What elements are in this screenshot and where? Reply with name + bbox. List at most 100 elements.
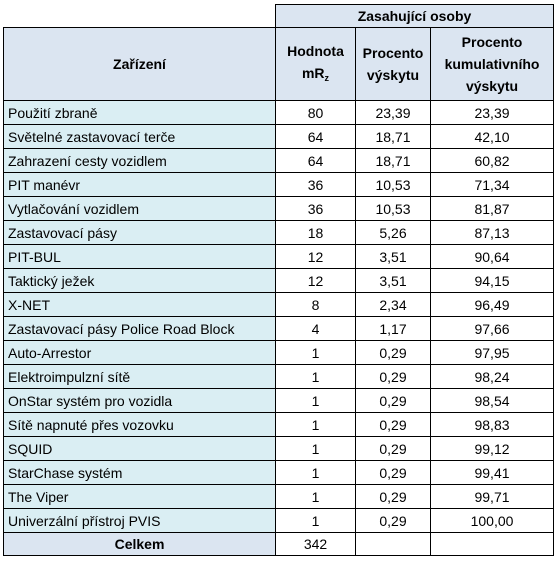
value-cell: 36 [275, 196, 356, 221]
value-cell: 1 [275, 412, 356, 437]
percent-cell: 23,39 [355, 100, 431, 125]
device-cell: Zastavovací pásy Police Road Block [3, 316, 276, 341]
column-header-device: Zařízení [3, 27, 276, 101]
value-cell: 1 [275, 508, 356, 533]
value-cell: 64 [275, 148, 356, 173]
percent-cell: 0,29 [355, 436, 431, 461]
value-header-sub: z [324, 72, 330, 83]
device-cell: Použití zbraně [3, 100, 276, 125]
cumulative-header-line1: Procento [461, 34, 523, 50]
device-cell: OnStar systém pro vozidla [3, 388, 276, 413]
percent-cell: 10,53 [355, 172, 431, 197]
percent-cell: 0,29 [355, 460, 431, 485]
table-row: Zahrazení cesty vozidlem 64 18,71 60,82 [3, 148, 555, 173]
table-row: Auto-Arrestor 1 0,29 97,95 [3, 340, 555, 365]
device-cell: Vytlačování vozidlem [3, 196, 276, 221]
table-row: PIT-BUL 12 3,51 90,64 [3, 244, 555, 269]
cumulative-header-line2: kumulativního [444, 56, 540, 72]
cumulative-cell: 71,34 [429, 172, 555, 197]
value-cell: 1 [275, 460, 356, 485]
column-header-percent: Procento výskytu [355, 27, 431, 101]
value-cell: 12 [275, 268, 356, 293]
cumulative-cell: 96,49 [429, 292, 555, 317]
percent-cell: 18,71 [355, 124, 431, 149]
device-cell: SQUID [3, 436, 276, 461]
percent-cell: 18,71 [355, 148, 431, 173]
table-row: PIT manévr 36 10,53 71,34 [3, 172, 555, 197]
value-cell: 80 [275, 100, 356, 125]
cumulative-cell: 87,13 [429, 220, 555, 245]
table-body: Použití zbraně 80 23,39 23,39 Světelné zasta… [3, 100, 555, 533]
cumulative-cell: 99,41 [429, 460, 555, 485]
value-header-base: mR [301, 64, 325, 81]
device-cell: Zahrazení cesty vozidlem [3, 148, 276, 173]
cumulative-cell: 98,54 [429, 388, 555, 413]
value-cell: 1 [275, 364, 356, 389]
device-cell: Zastavovací pásy [3, 220, 276, 245]
table-row: Zastavovací pásy 18 5,26 87,13 [3, 220, 555, 245]
value-cell: 36 [275, 172, 356, 197]
total-cumulative-empty [429, 532, 555, 556]
table-row: OnStar systém pro vozidla 1 0,29 98,54 [3, 388, 555, 413]
percent-cell: 0,29 [355, 508, 431, 533]
cumulative-header-line3: výskytu [465, 78, 519, 94]
value-cell: 12 [275, 244, 356, 269]
percent-cell: 1,17 [355, 316, 431, 341]
data-table: Zasahující osoby Zařízení Hodnota mRz Pr… [3, 4, 555, 556]
value-cell: 1 [275, 484, 356, 509]
total-percent-empty [355, 532, 431, 556]
percent-cell: 0,29 [355, 412, 431, 437]
device-cell: Univerzální přístroj PVIS [3, 508, 276, 533]
cumulative-cell: 81,87 [429, 196, 555, 221]
table-row: Světelné zastavovací terče 64 18,71 42,10 [3, 124, 555, 149]
table-row: Použití zbraně 80 23,39 23,39 [3, 100, 555, 125]
percent-cell: 10,53 [355, 196, 431, 221]
total-value: 342 [275, 532, 356, 556]
percent-header-line1: Procento [362, 45, 424, 61]
device-cell: Taktický ježek [3, 268, 276, 293]
device-cell: StarChase systém [3, 460, 276, 485]
table-row: Elektroimpulzní sítě 1 0,29 98,24 [3, 364, 555, 389]
value-cell: 4 [275, 316, 356, 341]
percent-cell: 0,29 [355, 388, 431, 413]
cumulative-cell: 100,00 [429, 508, 555, 533]
value-cell: 64 [275, 124, 356, 149]
value-cell: 1 [275, 388, 356, 413]
table-row: The Viper 1 0,29 99,71 [3, 484, 555, 509]
device-cell: Světelné zastavovací terče [3, 124, 276, 149]
blank-corner-cell [4, 5, 276, 28]
table-row: Taktický ježek 12 3,51 94,15 [3, 268, 555, 293]
column-header-value: Hodnota mRz [275, 27, 356, 101]
cumulative-cell: 60,82 [429, 148, 555, 173]
cumulative-cell: 97,95 [429, 340, 555, 365]
device-cell: PIT-BUL [3, 244, 276, 269]
table-row: SQUID 1 0,29 99,12 [3, 436, 555, 461]
value-cell: 1 [275, 340, 356, 365]
cumulative-cell: 94,15 [429, 268, 555, 293]
table-row: Univerzální přístroj PVIS 1 0,29 100,00 [3, 508, 555, 533]
column-header-cumulative: Procento kumulativního výskytu [429, 27, 555, 101]
group-header: Zasahující osoby [274, 4, 555, 28]
cumulative-cell: 42,10 [429, 124, 555, 149]
percent-cell: 3,51 [355, 244, 431, 269]
value-cell: 1 [275, 436, 356, 461]
table-row: Sítě napnuté přes vozovku 1 0,29 98,83 [3, 412, 555, 437]
cumulative-cell: 97,66 [429, 316, 555, 341]
total-row: Celkem 342 [3, 532, 555, 556]
cumulative-cell: 90,64 [429, 244, 555, 269]
device-cell: PIT manévr [3, 172, 276, 197]
table-row: Vytlačování vozidlem 36 10,53 81,87 [3, 196, 555, 221]
percent-cell: 2,34 [355, 292, 431, 317]
table-row: Zastavovací pásy Police Road Block 4 1,17 9… [3, 316, 555, 341]
table-row: StarChase systém 1 0,29 99,41 [3, 460, 555, 485]
device-cell: X-NET [3, 292, 276, 317]
device-cell: Elektroimpulzní sítě [3, 364, 276, 389]
table-row: X-NET 8 2,34 96,49 [3, 292, 555, 317]
device-cell: Auto-Arrestor [3, 340, 276, 365]
device-cell: Sítě napnuté přes vozovku [3, 412, 276, 437]
device-cell: The Viper [3, 484, 276, 509]
percent-header-line2: výskytu [366, 67, 420, 83]
value-cell: 18 [275, 220, 356, 245]
percent-cell: 5,26 [355, 220, 431, 245]
percent-cell: 0,29 [355, 484, 431, 509]
